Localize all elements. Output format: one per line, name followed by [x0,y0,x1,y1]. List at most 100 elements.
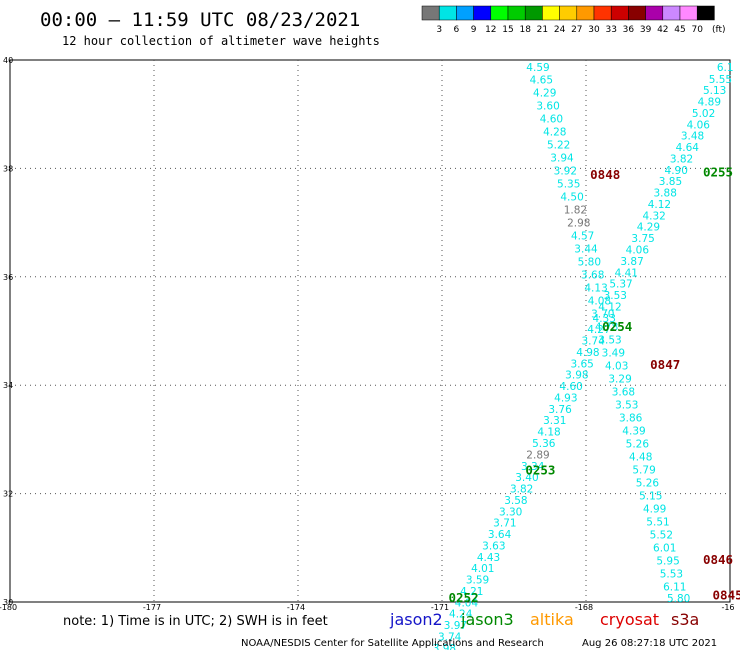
wave-height-value: 5.55 [709,74,732,86]
satellite-legend-altika: altika [530,610,574,629]
wave-height-value: 4.57 [571,230,594,242]
y-tick-label: 40 [3,56,13,65]
wave-height-value: 5.26 [626,439,650,451]
wave-height-value: 4.89 [698,97,721,109]
data-points: 4.594.654.293.604.604.285.223.943.925.35… [433,62,734,650]
colorbar-label: 70 [691,25,703,35]
footer-timestamp: Aug 26 08:27:18 UTC 2021 [582,638,717,649]
wave-height-value: 3.70 [591,308,614,320]
wave-height-value: 4.27 [587,324,610,336]
wave-height-value: 4.24 [449,609,473,621]
satellite-legend-cryosat: cryosat [600,610,659,629]
wave-height-value: 5.51 [646,517,669,529]
wave-height-value: 3.86 [619,413,643,425]
wave-height-value: 3.53 [615,400,638,412]
wave-height-value: 6.1 [717,62,734,74]
wave-height-value: 5.13 [703,85,726,97]
colorbar-swatch [438,5,457,21]
colorbar-label: 33 [605,25,616,35]
wave-height-value: 4.59 [526,62,549,74]
satellite-legend: jason2 jason3 altika cryosat s3a [389,610,699,629]
wave-height-value: 4.48 [629,452,652,464]
colorbar-label: 24 [554,25,566,35]
pass-time-label: 0254 [602,319,632,334]
y-tick-label: 30 [3,598,13,607]
wave-height-value: 4.93 [554,392,577,404]
wave-height-value: 2.89 [526,449,549,461]
colorbar-swatch [696,5,715,21]
wave-height-value: 4.06 [626,244,650,256]
colorbar-label: 18 [519,25,531,35]
wave-height-value: 5.36 [532,438,556,450]
wave-height-value: 4.90 [665,165,688,177]
wave-height-value: 3.31 [543,415,566,427]
colorbar-label: 12 [485,25,496,35]
wave-height-value: 4.13 [584,282,607,294]
y-tick-label: 34 [3,381,13,390]
wave-height-value: 5.52 [650,530,673,542]
wave-height-value: 4.32 [642,210,665,222]
wave-height-value: 3.48 [681,131,704,143]
colorbar-swatch [645,5,664,21]
wave-height-value: 3.65 [570,358,593,370]
wave-height-value: 4.50 [560,191,583,203]
pass-time-label: 0847 [650,357,680,372]
wave-height-value: 3.60 [536,100,559,112]
wave-height-value: 4.60 [559,381,582,393]
colorbar-label: 15 [502,25,513,35]
wave-height-value: 3.68 [581,269,604,281]
colorbar-swatch [524,5,543,21]
wave-height-value: 3.63 [482,540,505,552]
pass-time-label: 0252 [449,590,479,605]
wave-height-value: 3.94 [550,152,574,164]
x-tick-label: -177 [143,603,161,612]
colorbar-label: 30 [588,25,600,35]
wave-height-value: 3.74 [438,631,462,643]
wave-height-value: 5.35 [557,178,580,190]
wave-height-value: 5.95 [656,556,679,568]
x-tick-label: -174 [287,603,305,612]
wave-height-value: 3.29 [608,373,631,385]
colorbar-swatch [559,5,578,21]
wave-height-value: 5.22 [547,139,570,151]
wave-height-value: 5.79 [632,465,655,477]
colorbar-swatch [473,5,492,21]
wave-height-value: 5.37 [609,279,632,291]
x-tick-label: -16 [721,603,734,612]
wave-height-value: 4.12 [598,301,621,313]
satellite-legend-jason3: jason3 [460,610,514,629]
wave-height-value: 4.43 [477,552,500,564]
colorbar-swatch [542,5,560,21]
wave-height-value: 3.74 [582,336,606,348]
wave-height-value: 4.28 [543,126,566,138]
wave-height-value: 4.18 [537,427,560,439]
wave-height-value: 4.12 [648,199,671,211]
y-tick-label: 38 [3,164,13,173]
y-tick-label: 36 [3,273,13,282]
x-tick-label: -180 [0,603,17,612]
wave-height-value: 3.76 [548,404,572,416]
colorbar-label: 3 [436,25,442,35]
satellite-legend-jason2: jason2 [389,610,443,629]
plot-frame [9,59,731,603]
wave-height-value: 3.59 [466,575,489,587]
wave-height-value: 3.64 [488,529,512,541]
wave-height-value: 5.26 [636,478,660,490]
chart-title: 00:00 – 11:59 UTC 08/23/2021 [40,9,360,31]
wave-height-value: 3.53 [598,334,621,346]
wave-height-value: 3.82 [670,153,693,165]
colorbar-label: 21 [537,25,548,35]
x-tick-label: -171 [431,603,449,612]
colorbar-label: 39 [640,25,652,35]
wave-height-value: 4.78 [595,321,618,333]
chart-subtitle: 12 hour collection of altimeter wave hei… [62,34,380,48]
wave-height-value: 4.33 [593,313,616,325]
colorbar-swatch [662,5,681,21]
wave-height-value: 6.11 [663,582,686,594]
footer-credit: NOAA/NESDIS Center for Satellite Applica… [241,638,544,649]
pass-time-label: 0253 [525,463,555,478]
wave-height-value: 6.01 [653,543,676,555]
wave-height-value: 4.99 [643,504,666,516]
y-tick-label: 32 [3,490,13,499]
wave-height-value: 1.82 [564,204,587,216]
